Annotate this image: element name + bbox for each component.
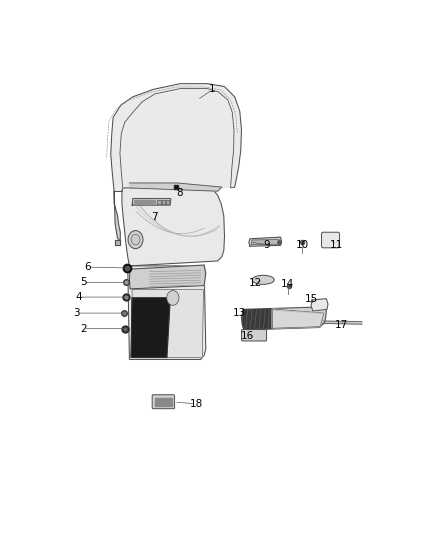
Polygon shape [115, 240, 120, 245]
Polygon shape [162, 200, 165, 204]
Polygon shape [249, 237, 282, 246]
Polygon shape [131, 290, 203, 358]
Text: 15: 15 [304, 294, 318, 304]
Ellipse shape [252, 276, 274, 284]
Polygon shape [132, 199, 171, 205]
Text: 1: 1 [209, 84, 216, 94]
Text: 6: 6 [85, 262, 92, 272]
Polygon shape [241, 307, 326, 330]
Polygon shape [131, 298, 170, 358]
Circle shape [131, 235, 140, 245]
Text: 4: 4 [76, 292, 82, 302]
Polygon shape [114, 191, 120, 240]
Polygon shape [166, 200, 170, 204]
FancyBboxPatch shape [321, 232, 339, 248]
Polygon shape [272, 309, 324, 328]
FancyBboxPatch shape [152, 395, 175, 409]
Text: 14: 14 [281, 279, 294, 289]
Polygon shape [111, 84, 241, 191]
Text: 9: 9 [264, 239, 270, 249]
Text: 5: 5 [80, 277, 87, 287]
Circle shape [167, 290, 179, 305]
Text: 2: 2 [80, 324, 87, 334]
Text: 13: 13 [233, 308, 247, 318]
Circle shape [128, 231, 143, 249]
Polygon shape [268, 320, 362, 324]
Polygon shape [155, 398, 172, 406]
Polygon shape [251, 240, 279, 245]
Text: 7: 7 [152, 212, 158, 222]
Text: 12: 12 [248, 278, 261, 288]
Text: 10: 10 [296, 239, 309, 249]
Polygon shape [243, 309, 273, 329]
Text: 18: 18 [190, 399, 203, 409]
Text: 11: 11 [330, 239, 343, 249]
Text: 17: 17 [335, 320, 348, 330]
Polygon shape [122, 187, 224, 266]
Polygon shape [126, 266, 206, 359]
FancyBboxPatch shape [241, 329, 267, 341]
Polygon shape [134, 200, 155, 204]
Text: 3: 3 [74, 308, 80, 318]
Polygon shape [173, 184, 178, 189]
Polygon shape [311, 298, 328, 311]
Polygon shape [157, 200, 161, 204]
Polygon shape [130, 183, 222, 191]
Text: 8: 8 [177, 188, 183, 198]
Text: 16: 16 [241, 330, 254, 341]
Polygon shape [130, 265, 206, 289]
